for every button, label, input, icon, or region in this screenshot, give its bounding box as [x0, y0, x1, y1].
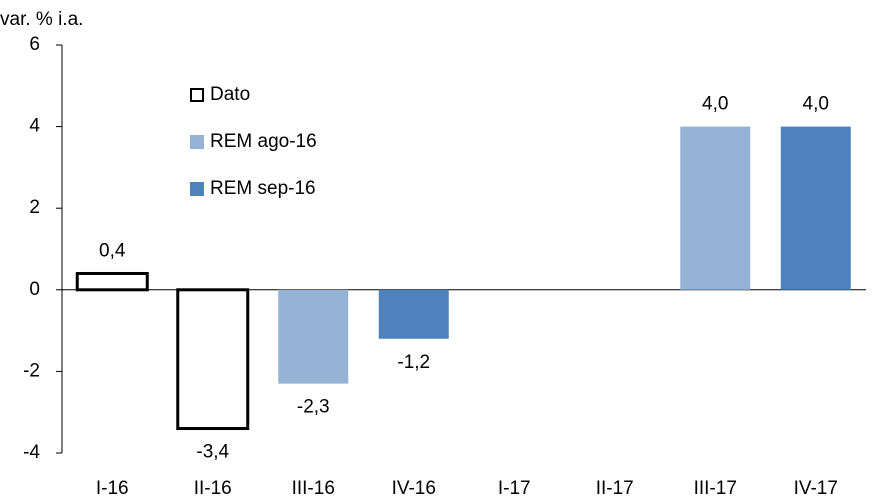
y-tick-label: -2: [23, 360, 40, 381]
legend-label: Dato: [210, 84, 250, 105]
y-tick-label: 6: [29, 34, 40, 55]
x-tick-label: IV-16: [392, 478, 436, 499]
bar: [75, 271, 149, 292]
bar: [378, 289, 449, 339]
legend-label: REM ago-16: [210, 131, 317, 152]
x-tick-label: II-16: [194, 478, 232, 499]
legend-swatch: [190, 88, 204, 102]
legend-swatch: [190, 182, 204, 196]
value-label: 4,0: [803, 94, 829, 115]
value-label: -3,4: [196, 442, 229, 463]
x-tick-label: I-16: [96, 478, 129, 499]
bar: [780, 126, 851, 290]
x-tick-label: III-16: [292, 478, 335, 499]
x-tick-label: IV-17: [794, 478, 838, 499]
y-axis-label: var. % i.a.: [0, 9, 83, 30]
value-label: -1,2: [397, 352, 430, 373]
y-tick-label: 0: [29, 279, 40, 300]
value-label: 0,4: [99, 240, 126, 261]
legend-label: REM sep-16: [210, 178, 316, 199]
legend-swatch: [190, 135, 204, 149]
y-tick-label: 2: [29, 197, 40, 218]
y-tick-label: -4: [23, 442, 40, 463]
x-tick-label: III-17: [694, 478, 737, 499]
y-tick-label: 4: [29, 116, 40, 137]
x-tick-label: I-17: [498, 478, 531, 499]
bar: [680, 126, 751, 290]
value-label: -2,3: [297, 397, 330, 418]
x-tick-label: II-17: [596, 478, 634, 499]
value-label: 4,0: [702, 94, 728, 115]
bar: [278, 289, 349, 384]
bar: [176, 288, 250, 431]
